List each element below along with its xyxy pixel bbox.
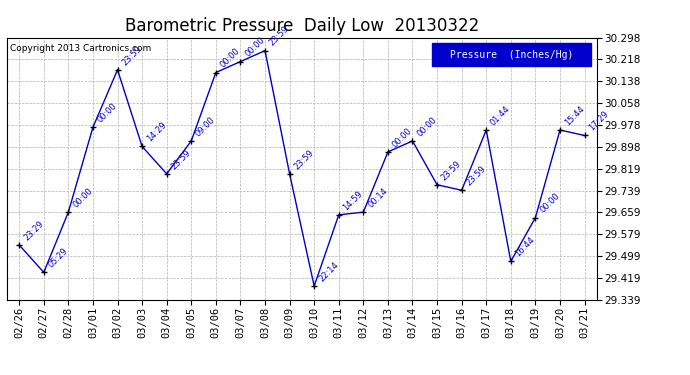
Text: 23:59: 23:59 bbox=[464, 164, 488, 188]
Text: 14:29: 14:29 bbox=[145, 120, 168, 144]
Text: 23:59: 23:59 bbox=[293, 148, 315, 171]
Text: 00:00: 00:00 bbox=[219, 46, 241, 70]
Text: Pressure  (Inches/Hg): Pressure (Inches/Hg) bbox=[450, 50, 573, 60]
Text: 23:29: 23:29 bbox=[22, 219, 46, 242]
Text: 00:00: 00:00 bbox=[538, 192, 562, 215]
Text: 00:00: 00:00 bbox=[391, 126, 414, 149]
Text: 09:00: 09:00 bbox=[194, 115, 217, 138]
Text: 23:59: 23:59 bbox=[440, 159, 463, 182]
Text: 01:44: 01:44 bbox=[489, 104, 512, 127]
Text: 23:59: 23:59 bbox=[120, 44, 144, 67]
Text: 00:00: 00:00 bbox=[96, 101, 119, 124]
Text: 05:29: 05:29 bbox=[46, 246, 70, 270]
Text: Copyright 2013 Cartronics.com: Copyright 2013 Cartronics.com bbox=[10, 44, 151, 53]
Text: 23:59: 23:59 bbox=[268, 25, 291, 48]
Text: 23:59: 23:59 bbox=[170, 148, 193, 171]
Text: 00:14: 00:14 bbox=[366, 186, 389, 209]
Title: Barometric Pressure  Daily Low  20130322: Barometric Pressure Daily Low 20130322 bbox=[125, 16, 479, 34]
Text: 00:00: 00:00 bbox=[415, 115, 438, 138]
Text: 00:00: 00:00 bbox=[71, 186, 95, 209]
Text: 16:44: 16:44 bbox=[513, 236, 537, 259]
Text: 22:14: 22:14 bbox=[317, 260, 340, 283]
Text: 17:29: 17:29 bbox=[587, 110, 611, 133]
Text: 14:59: 14:59 bbox=[342, 189, 365, 212]
Text: 00:00: 00:00 bbox=[243, 36, 266, 59]
FancyBboxPatch shape bbox=[432, 43, 591, 66]
Text: 15:44: 15:44 bbox=[563, 104, 586, 127]
